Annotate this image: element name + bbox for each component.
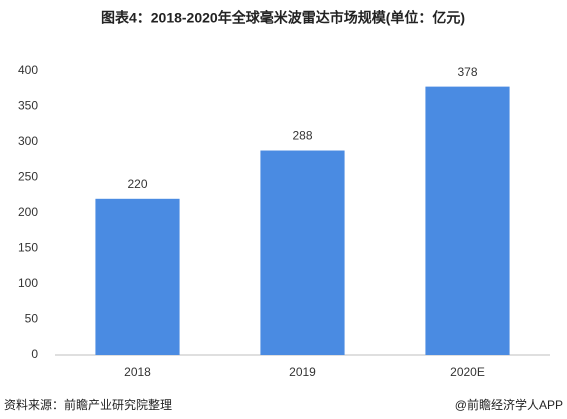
credit: @前瞻经济学人APP (455, 397, 563, 412)
value-label: 220 (127, 177, 147, 191)
bar (260, 150, 345, 355)
value-label: 288 (292, 129, 312, 143)
y-tick-label: 100 (18, 276, 38, 290)
source-note: 资料来源：前瞻产业研究院整理 (4, 397, 172, 412)
chart-title: 图表4：2018-2020年全球毫米波雷达市场规模(单位：亿元) (101, 10, 465, 26)
y-tick-label: 200 (18, 205, 38, 219)
y-tick-label: 350 (18, 99, 38, 113)
y-tick-label: 300 (18, 134, 38, 148)
bar (425, 86, 510, 356)
y-tick-label: 150 (18, 241, 38, 255)
x-tick-label: 2020E (450, 365, 485, 379)
x-tick-label: 2018 (124, 365, 151, 379)
y-tick-label: 0 (31, 347, 38, 361)
bar (95, 198, 180, 355)
value-label: 378 (457, 65, 477, 79)
x-tick-label: 2019 (289, 365, 316, 379)
y-tick-label: 400 (18, 63, 38, 77)
y-tick-label: 50 (25, 312, 39, 326)
y-tick-label: 250 (18, 170, 38, 184)
